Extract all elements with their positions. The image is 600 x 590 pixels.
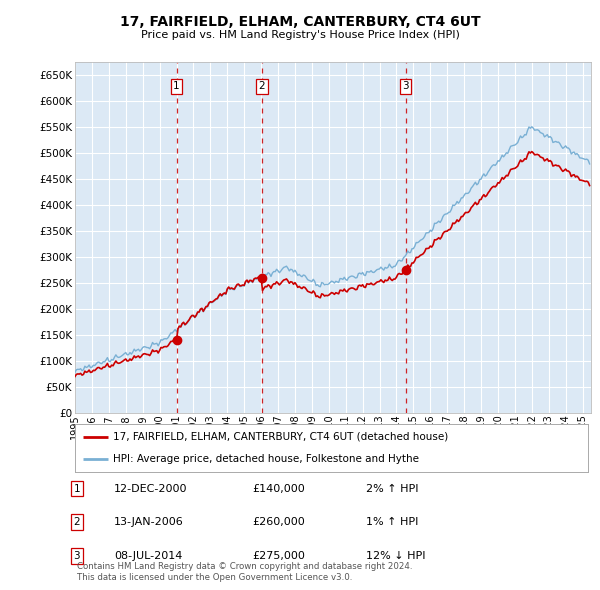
Text: 2% ↑ HPI: 2% ↑ HPI: [366, 484, 419, 493]
Text: £275,000: £275,000: [252, 551, 305, 560]
Text: 12% ↓ HPI: 12% ↓ HPI: [366, 551, 425, 560]
Text: 2: 2: [73, 517, 80, 527]
Text: 08-JUL-2014: 08-JUL-2014: [114, 551, 182, 560]
Text: HPI: Average price, detached house, Folkestone and Hythe: HPI: Average price, detached house, Folk…: [113, 454, 419, 464]
Text: 1% ↑ HPI: 1% ↑ HPI: [366, 517, 418, 527]
Text: 17, FAIRFIELD, ELHAM, CANTERBURY, CT4 6UT (detached house): 17, FAIRFIELD, ELHAM, CANTERBURY, CT4 6U…: [113, 432, 449, 442]
Text: £140,000: £140,000: [252, 484, 305, 493]
Text: 3: 3: [73, 551, 80, 560]
Text: 17, FAIRFIELD, ELHAM, CANTERBURY, CT4 6UT: 17, FAIRFIELD, ELHAM, CANTERBURY, CT4 6U…: [119, 15, 481, 29]
Text: Contains HM Land Registry data © Crown copyright and database right 2024.
This d: Contains HM Land Registry data © Crown c…: [77, 562, 412, 582]
Text: 1: 1: [173, 81, 180, 91]
Text: 3: 3: [402, 81, 409, 91]
Text: £260,000: £260,000: [252, 517, 305, 527]
Text: 2: 2: [259, 81, 265, 91]
Text: 13-JAN-2006: 13-JAN-2006: [114, 517, 184, 527]
Text: 1: 1: [73, 484, 80, 493]
Text: 12-DEC-2000: 12-DEC-2000: [114, 484, 187, 493]
Text: Price paid vs. HM Land Registry's House Price Index (HPI): Price paid vs. HM Land Registry's House …: [140, 30, 460, 40]
